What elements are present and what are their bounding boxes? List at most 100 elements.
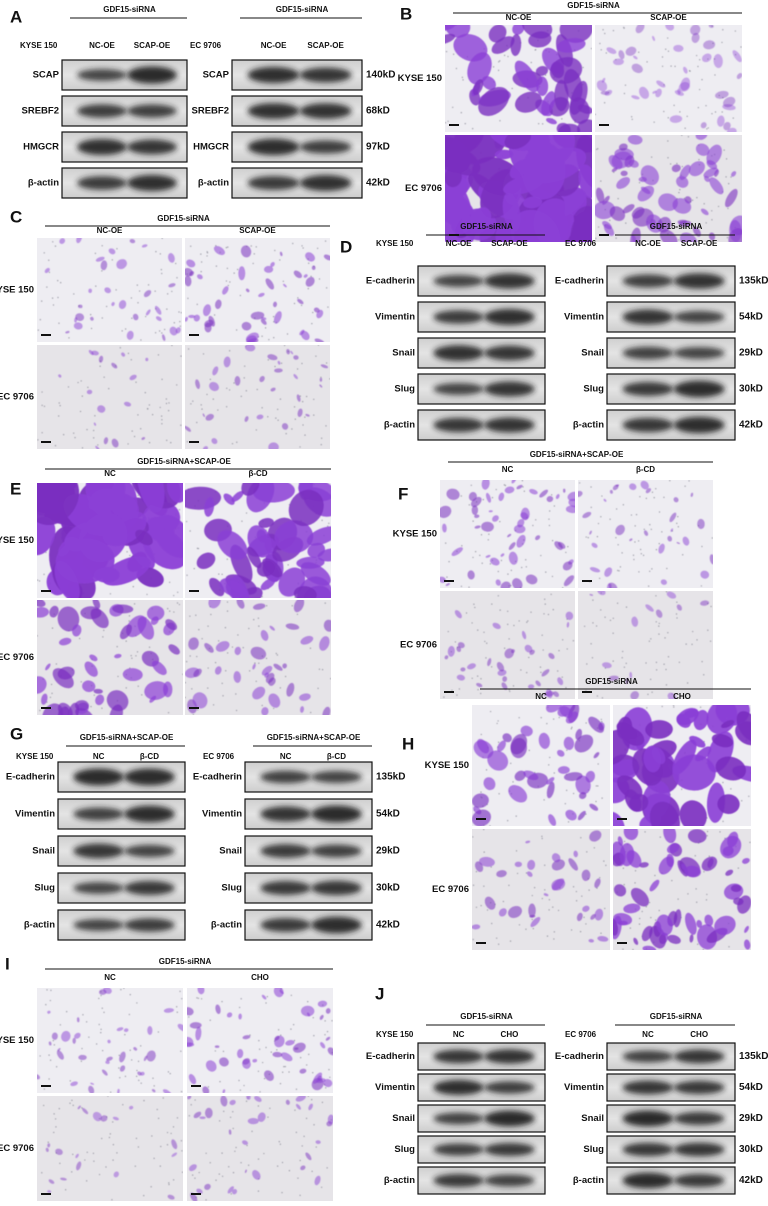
pore bbox=[226, 267, 228, 270]
stained-cell bbox=[639, 862, 649, 868]
stained-cell bbox=[573, 850, 578, 858]
stained-cell bbox=[608, 675, 619, 681]
pore bbox=[112, 1144, 114, 1146]
cells bbox=[595, 25, 742, 132]
stained-cell bbox=[37, 1074, 41, 1080]
pore bbox=[290, 994, 292, 996]
pore bbox=[507, 820, 509, 822]
stained-cell bbox=[106, 690, 129, 712]
stained-cell bbox=[273, 988, 284, 998]
pore bbox=[116, 248, 118, 250]
pore bbox=[562, 587, 564, 588]
pore bbox=[178, 603, 181, 606]
pore bbox=[472, 884, 475, 886]
stained-cell bbox=[299, 329, 305, 336]
pore bbox=[545, 571, 547, 573]
pore bbox=[240, 998, 242, 1000]
protein-band bbox=[622, 381, 674, 397]
stained-cell bbox=[241, 321, 252, 331]
pore bbox=[248, 627, 250, 630]
pore bbox=[255, 246, 257, 248]
stained-cell bbox=[58, 374, 62, 378]
stained-cell bbox=[42, 703, 64, 715]
pore bbox=[119, 347, 121, 349]
pore bbox=[447, 120, 449, 122]
protein-band bbox=[311, 805, 362, 823]
stained-cell bbox=[267, 354, 278, 361]
stained-cell bbox=[196, 1188, 203, 1194]
pore bbox=[703, 871, 705, 873]
pore bbox=[98, 1173, 101, 1176]
stained-cell bbox=[256, 560, 275, 577]
stained-cell bbox=[676, 713, 691, 728]
stained-cell bbox=[495, 223, 515, 242]
pore bbox=[58, 1107, 60, 1110]
pore bbox=[717, 205, 720, 208]
stained-cell bbox=[297, 298, 304, 305]
pore bbox=[243, 377, 245, 379]
stained-cell bbox=[541, 91, 556, 116]
pore bbox=[196, 655, 198, 658]
pore bbox=[521, 566, 523, 569]
pore bbox=[709, 640, 712, 642]
pore bbox=[136, 651, 139, 653]
stained-cell bbox=[205, 413, 214, 421]
stained-cell bbox=[44, 267, 50, 274]
pore bbox=[180, 424, 182, 426]
pore bbox=[497, 741, 500, 743]
blot-header: GDF15-siRNA bbox=[650, 1012, 703, 1021]
pore bbox=[156, 1108, 158, 1111]
pore bbox=[538, 123, 540, 125]
micrograph bbox=[440, 480, 575, 588]
pore bbox=[546, 935, 549, 937]
pore bbox=[638, 540, 640, 542]
pore bbox=[251, 1130, 253, 1133]
pore bbox=[507, 610, 509, 612]
stained-cell bbox=[92, 600, 101, 609]
pore bbox=[136, 1075, 138, 1077]
pore bbox=[176, 1011, 178, 1013]
stained-cell bbox=[300, 1005, 315, 1017]
pore bbox=[458, 688, 460, 690]
pore bbox=[41, 300, 43, 302]
pore bbox=[456, 694, 458, 696]
pore bbox=[166, 1131, 169, 1134]
pore bbox=[232, 1127, 234, 1130]
pore bbox=[701, 660, 703, 663]
stained-cell bbox=[211, 438, 218, 445]
pore bbox=[328, 1069, 330, 1071]
pore bbox=[663, 663, 665, 665]
pore bbox=[567, 821, 570, 823]
stained-cell bbox=[273, 311, 282, 324]
pore bbox=[43, 573, 45, 575]
stained-cell bbox=[485, 554, 491, 558]
pore bbox=[526, 621, 528, 623]
pore bbox=[175, 262, 177, 265]
stained-cell bbox=[546, 495, 554, 503]
stained-cell bbox=[242, 1140, 249, 1145]
stained-cell bbox=[556, 749, 565, 757]
scale-bar bbox=[599, 124, 609, 126]
pore bbox=[180, 1050, 182, 1052]
pore bbox=[222, 1050, 225, 1052]
pore bbox=[137, 302, 139, 304]
stained-cell bbox=[535, 535, 541, 541]
stained-cell bbox=[204, 643, 214, 653]
pore bbox=[688, 70, 691, 72]
stained-cell bbox=[678, 220, 692, 227]
stained-cell bbox=[688, 161, 705, 177]
stained-cell bbox=[273, 663, 283, 671]
cells bbox=[187, 1096, 333, 1201]
molecular-weight: 29kD bbox=[739, 1113, 763, 1124]
stained-cell bbox=[679, 164, 691, 180]
pore bbox=[621, 657, 623, 659]
pore bbox=[485, 769, 488, 771]
stained-cell bbox=[259, 375, 265, 383]
stained-cell bbox=[689, 735, 706, 748]
pore bbox=[127, 443, 129, 445]
pore bbox=[218, 640, 220, 642]
pore bbox=[507, 573, 509, 575]
pore bbox=[87, 386, 89, 388]
pore bbox=[472, 938, 474, 941]
lane-label: CHO bbox=[501, 1030, 519, 1039]
